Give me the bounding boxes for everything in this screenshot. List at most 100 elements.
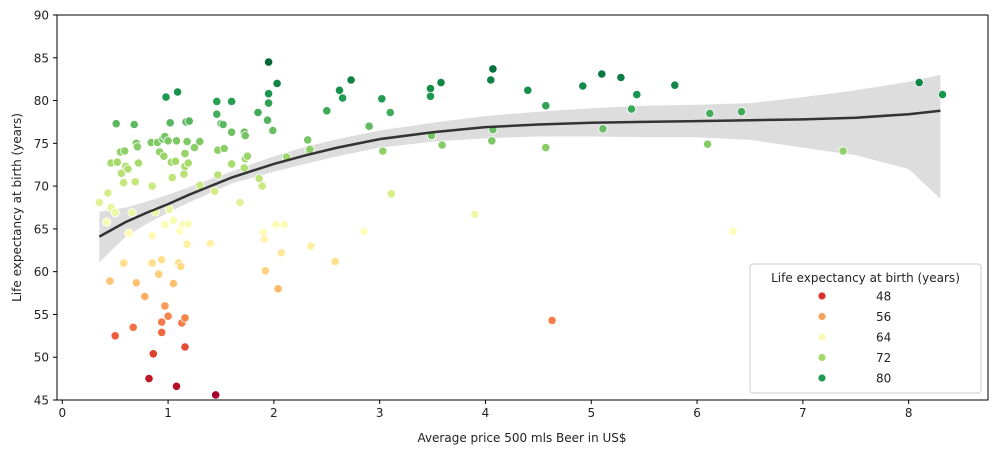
scatter-point [128, 322, 138, 332]
x-axis-ticks: 0 1 2 3 4 5 6 7 8 [58, 400, 912, 420]
scatter-point [488, 64, 498, 74]
scatter-point [273, 284, 283, 294]
y-tick-label: 80 [34, 94, 49, 108]
scatter-point [167, 173, 177, 183]
scatter-point [165, 118, 175, 128]
scatter-point [425, 84, 436, 94]
scatter-point [705, 108, 715, 119]
scatter-point [702, 139, 713, 149]
scatter-point [276, 248, 286, 258]
legend-label: 56 [876, 310, 891, 324]
scatter-point [119, 178, 129, 188]
scatter-point [914, 78, 924, 88]
scatter-point [736, 107, 747, 117]
scatter-point [205, 238, 215, 248]
scatter-point [523, 85, 533, 95]
trend-line [98, 109, 941, 238]
scatter-point [378, 146, 388, 156]
scatter-point [259, 234, 269, 244]
scatter-point [140, 291, 150, 302]
legend-title: Life expectancy at birth (years) [771, 271, 960, 285]
scatter-point [334, 85, 345, 95]
y-axis-ticks: 45 50 55 60 65 70 75 80 85 90 [34, 9, 57, 408]
scatter-point [227, 159, 237, 169]
scatter-point [148, 349, 158, 359]
legend-marker [817, 332, 827, 342]
x-tick-label: 0 [58, 406, 66, 420]
scatter-point [129, 119, 139, 130]
scatter-point [110, 331, 120, 341]
scatter-point [254, 173, 264, 183]
x-tick-label: 3 [376, 406, 384, 420]
scatter-point [102, 217, 112, 227]
legend-marker [817, 373, 827, 383]
scatter-point [598, 124, 608, 134]
scatter-point [425, 91, 436, 101]
scatter-point [385, 107, 395, 118]
scatter-point [437, 140, 447, 150]
scatter-point [260, 266, 270, 276]
scatter-point [263, 57, 274, 67]
scatter-point [268, 125, 278, 136]
plot-frame [56, 14, 989, 401]
scatter-point [578, 81, 588, 91]
y-axis-label: Life expectancy at birth (years) [10, 113, 24, 302]
scatter-point [133, 158, 144, 168]
y-tick-label: 50 [34, 351, 49, 365]
scatter-point [119, 258, 129, 268]
scatter-point [163, 311, 173, 321]
scatter-point [386, 189, 396, 199]
scatter-point [168, 215, 178, 225]
y-tick-label: 45 [34, 394, 49, 408]
scatter-point [171, 381, 182, 391]
x-tick-label: 1 [164, 406, 172, 420]
x-tick-label: 4 [482, 406, 490, 420]
scatter-point [257, 181, 267, 191]
scatter-point [541, 143, 551, 153]
scatter-point [219, 143, 229, 154]
scatter-point [470, 209, 480, 219]
scatter-point [235, 197, 245, 207]
scatter-point [120, 146, 130, 156]
scatter-point [212, 109, 222, 119]
scatter-point [147, 181, 157, 191]
scatter-point [116, 168, 127, 178]
scatter-point [337, 93, 348, 103]
legend-marker [817, 353, 827, 362]
scatter-point [322, 106, 332, 116]
scatter-point [103, 188, 113, 198]
scatter-point [171, 136, 182, 146]
scatter-point [242, 151, 252, 161]
scatter-point [170, 156, 181, 166]
scatter-point [123, 164, 133, 174]
x-tick-label: 7 [799, 406, 807, 420]
x-axis-label: Average price 500 mls Beer in US$ [417, 431, 626, 445]
scatter-point [616, 72, 626, 83]
scatter-point [157, 327, 167, 337]
scatter-point [111, 119, 121, 129]
scatter-point [112, 157, 122, 167]
scatter-point [147, 258, 157, 268]
scatter-point [359, 226, 369, 237]
scatter-point [227, 127, 237, 137]
scatter-point [306, 241, 316, 251]
scatter-point [227, 96, 237, 107]
y-tick-label: 55 [34, 308, 49, 322]
scatter-point [160, 220, 170, 230]
scatter-point [160, 301, 170, 311]
scatter-point [189, 143, 200, 153]
scatter-point [144, 373, 154, 384]
scatter-point [279, 220, 290, 230]
legend-label: 48 [876, 290, 891, 304]
y-tick-label: 90 [34, 9, 49, 23]
scatter-point [184, 116, 194, 126]
scatter-point [263, 98, 274, 108]
legend-marker [817, 312, 827, 321]
scatter-point [597, 69, 607, 79]
scatter-point [541, 101, 551, 111]
scatter-point [303, 135, 313, 145]
scatter-point [436, 78, 446, 88]
scatter-point [240, 131, 250, 141]
legend-label: 64 [876, 331, 891, 345]
scatter-point [239, 163, 249, 173]
